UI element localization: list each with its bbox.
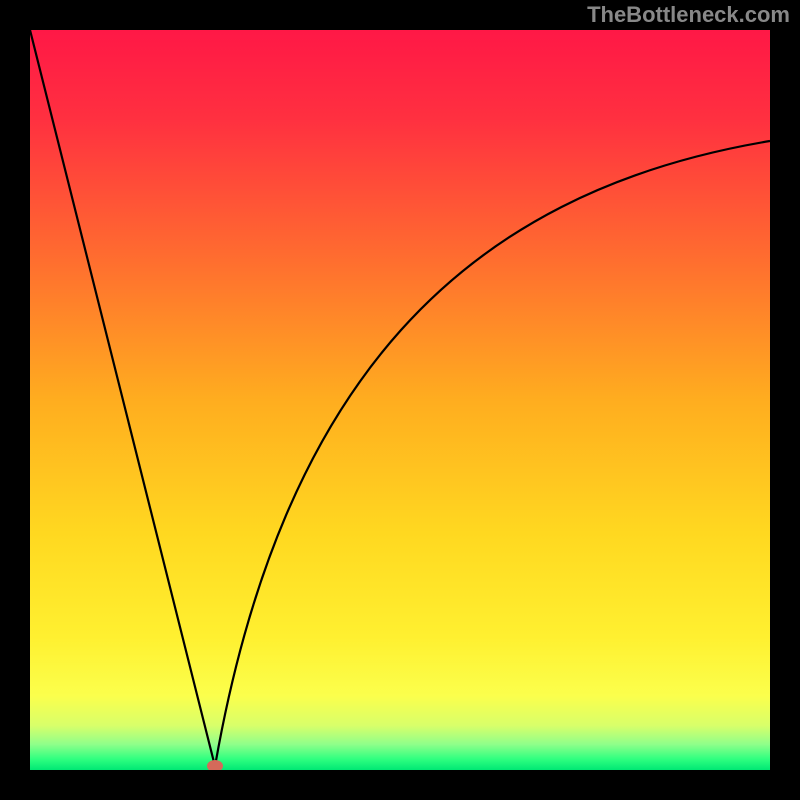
attribution-text: TheBottleneck.com	[587, 2, 790, 28]
bottleneck-curve	[30, 30, 770, 770]
optimum-marker	[207, 760, 223, 770]
curve-path	[30, 30, 770, 766]
bottleneck-chart	[30, 30, 770, 770]
